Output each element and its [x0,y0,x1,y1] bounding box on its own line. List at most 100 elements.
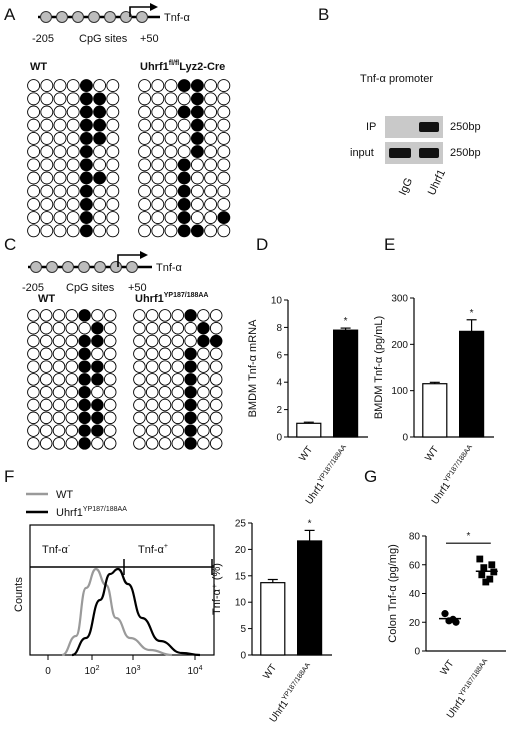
methylation-circle [197,398,210,412]
methylation-circle [151,118,165,132]
y-tick-label: 8 [276,323,282,334]
y-tick-label: 15 [235,571,247,582]
methylation-circle [66,224,80,238]
methylation-circle [204,118,218,132]
methylation-circle [151,92,165,106]
methylation-circle [171,411,185,425]
methylation-circle [184,334,197,348]
methylation-circle [177,92,191,106]
methylation-circle [138,224,152,238]
methylation-circle [93,92,107,106]
methylation-circle [184,411,197,425]
methylation-circle [65,360,79,373]
panel-b-size-ip: 250bp [450,121,481,133]
methylation-circle [103,360,117,373]
methylation-circle [184,424,197,437]
methylation-circle [204,224,218,238]
methylation-circle [65,334,79,348]
panel-e-letter: E [384,235,395,254]
methylation-circle [164,197,178,211]
methylation-circle [151,224,165,238]
methylation-circle [27,347,40,361]
bar [333,329,359,438]
methylation-circle [78,321,91,335]
y-tick-label: 0 [276,433,282,444]
cpg-site [136,11,148,23]
panel-g-letter: G [364,467,377,486]
methylation-circle [27,373,40,386]
methylation-circle [27,158,41,172]
methylation-circle [204,197,218,211]
methylation-circle [217,79,231,93]
y-axis-label: BMDM Tnf-α mRNA [247,319,259,417]
methylation-circle [138,145,152,159]
methylation-circle [66,197,80,211]
cpg-site [94,261,106,273]
methylation-circle [27,385,40,399]
methylation-circle [177,171,191,185]
methylation-circle [164,211,178,225]
methylation-circle [91,309,104,322]
methylation-circle [78,360,91,373]
methylation-circle [151,79,165,93]
y-tick-label: 0 [414,647,420,658]
methylation-circle [52,373,66,386]
methylation-circle [138,79,152,93]
methylation-circle [66,171,80,185]
methylation-circle [217,211,231,225]
panel-b-lane-igg: IgG [397,176,415,197]
bar [297,540,323,656]
methylation-circle [65,385,79,399]
y-tick-label: 10 [271,296,283,307]
methylation-circle [184,347,197,361]
methylation-circle [52,411,66,425]
cpg-site [120,11,132,23]
panel-c-gene-label: Tnf-α [156,262,183,274]
methylation-circle [93,184,107,198]
methylation-circle [197,360,210,373]
methylation-circle [53,197,67,211]
methylation-circle [91,424,104,437]
methylation-circle [27,184,41,198]
methylation-circle [209,373,223,386]
methylation-circle [27,424,40,437]
methylation-circle [133,385,146,399]
methylation-circle [138,92,152,106]
methylation-circle [204,92,218,106]
methylation-circle [217,92,231,106]
methylation-circle [91,373,104,386]
methylation-circle [209,309,223,322]
methylation-circle [52,347,66,361]
methylation-circle [197,437,210,450]
methylation-circle [40,131,54,145]
methylation-circle [133,437,146,450]
bar [296,422,322,438]
methylation-circle [158,309,172,322]
methylation-circle [79,92,93,106]
data-point [478,571,486,579]
methylation-circle [27,411,40,425]
panel-a: A Tnf-α -205 CpG sites +50 WT Uhrf1fl/fl… [4,3,231,238]
methylation-circle [164,131,178,145]
methylation-circle [151,184,165,198]
histogram-x-tick-label: 0 [45,666,51,677]
methylation-circle [138,118,152,132]
methylation-circle [217,197,231,211]
bar [260,582,286,656]
panel-c-pos-right: +50 [128,282,147,294]
methylation-circle [103,309,117,322]
panel-b: B Tnf-α promoter IP input 250bp 250bp Ig… [318,5,481,197]
methylation-circle [53,158,67,172]
methylation-circle [39,398,53,412]
methylation-circle [106,131,120,145]
methylation-circle [66,79,80,93]
methylation-circle [78,309,91,322]
panel-b-gel-ip [385,116,443,138]
panel-c-tss-arrow [117,254,140,267]
methylation-circle [184,437,197,450]
y-tick-label: 20 [409,618,421,629]
methylation-circle [217,105,231,119]
methylation-circle [133,347,146,361]
methylation-circle [197,347,210,361]
